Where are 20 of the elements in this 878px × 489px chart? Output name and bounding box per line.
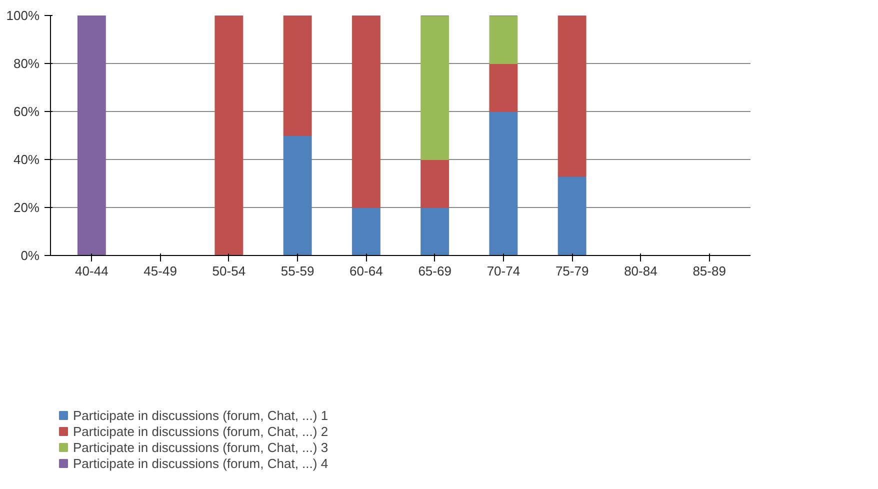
x-tick-label: 75-79 [555, 264, 589, 278]
y-tick-label: 20% [13, 200, 40, 215]
x-tick-label: 40-44 [75, 264, 108, 278]
legend-label: Participate in discussions (forum, Chat, ...) 4 [73, 456, 328, 470]
x-tick-label: 50-54 [212, 264, 246, 278]
x-tick-label: 55-59 [280, 264, 314, 278]
x-tick-label: 70-74 [486, 264, 520, 278]
y-tick-label: 100% [6, 8, 40, 23]
x-tick-label: 45-49 [144, 264, 177, 278]
y-tick-label: 60% [13, 104, 40, 119]
x-tick-label: 80-84 [624, 264, 658, 278]
x-tick-label: 65-69 [418, 264, 452, 278]
legend-label: Participate in discussions (forum, Chat, ...) 1 [73, 408, 328, 422]
x-tick-label: 60-64 [350, 264, 383, 278]
legend-label: Participate in discussions (forum, Chat, ...) 3 [73, 440, 328, 454]
y-tick-label: 40% [13, 152, 40, 167]
y-tick-label: 0% [20, 248, 40, 263]
legend-label: Participate in discussions (forum, Chat, ...) 2 [73, 424, 328, 438]
y-tick-label: 80% [13, 56, 40, 71]
x-tick-label: 85-89 [692, 264, 726, 278]
